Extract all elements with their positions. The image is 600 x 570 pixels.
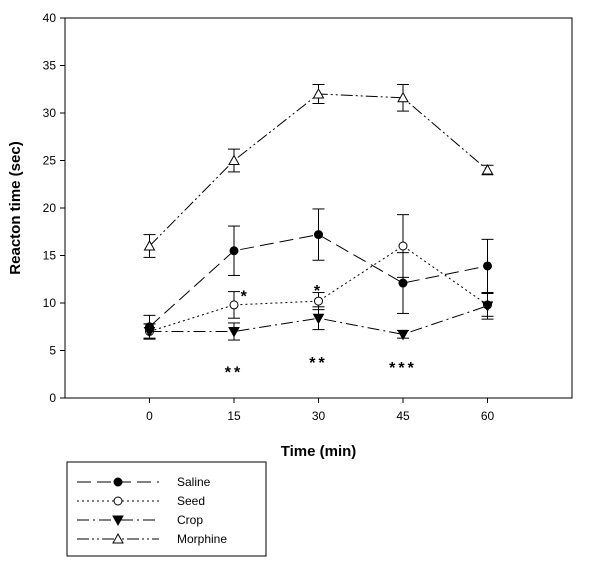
legend-marker [112,515,124,527]
legend: Saline Seed Crop Morphine [66,461,267,557]
data-point [229,246,239,256]
y-axis-title: Reacton time (sec) [7,141,24,274]
series-layer [143,84,494,341]
data-point [314,296,323,306]
legend-item-seed: Seed [77,494,205,508]
data-point [397,91,409,103]
legend-label: Seed [177,494,205,508]
x-tick-label: 45 [396,409,410,423]
series-crop [143,292,494,341]
x-tick-label: 0 [146,409,153,423]
legend-label: Saline [177,475,211,489]
plot-frame [64,17,573,399]
legend-marker [113,496,123,506]
x-axis-title: Time (min) [281,443,357,460]
significance-marker: ** [225,365,243,382]
data-point [398,278,408,288]
legend-marker [113,477,123,487]
y-tick-label: 10 [43,296,57,310]
y-tick-label: 5 [49,344,56,358]
data-point [312,87,325,99]
annotation-layer: * ***** *** [225,283,417,382]
y-tick-label: 20 [43,201,57,215]
data-point [481,301,494,312]
legend-label: Crop [177,513,203,527]
y-tick-label: 35 [43,59,57,73]
data-point [483,261,492,271]
data-point [481,163,494,175]
y-tick-label: 15 [43,249,57,263]
data-point [398,241,408,251]
legend-label: Morphine [177,532,227,546]
legend-marker [112,532,124,544]
plot-area [64,17,573,399]
y-tick-label: 40 [43,11,57,25]
data-point [228,154,240,165]
data-point [143,239,156,251]
series-line [149,234,488,328]
significance-marker: ** [309,355,327,372]
significance-marker: * [241,289,250,306]
x-tick-label: 30 [312,409,326,423]
y-tick-label: 30 [43,106,57,120]
data-point [397,329,409,341]
data-point [312,313,325,325]
x-tick-label: 15 [227,409,241,423]
data-point [314,230,323,240]
legend-item-crop: Crop [77,513,203,527]
legend-item-morphine: Morphine [77,532,227,546]
x-tick-label: 60 [481,409,495,423]
data-point [143,327,156,338]
y-tick-label: 25 [43,154,57,168]
significance-marker: *** [389,360,417,377]
axes: 0 5 10 15 20 25 30 35 40 0 15 30 45 60 [43,11,495,423]
legend-box [66,461,267,557]
legend-item-saline: Saline [77,475,211,489]
series-morphine [143,84,494,258]
y-tick-label: 0 [49,391,56,405]
data-point [228,327,240,338]
significance-marker: * [314,283,323,300]
data-point [229,300,239,310]
